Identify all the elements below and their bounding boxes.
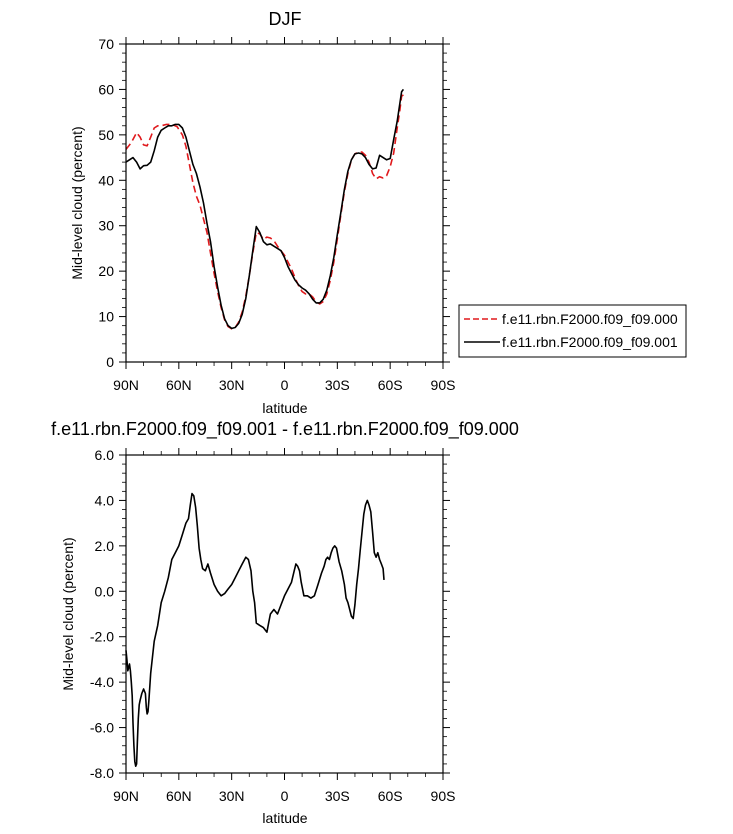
top-x-tick-label: 90N	[113, 377, 139, 393]
legend-box	[458, 304, 687, 358]
legend-label-001: f.e11.rbn.F2000.f09_f09.001	[502, 334, 678, 350]
legend-label-000: f.e11.rbn.F2000.f09_f09.000	[502, 311, 678, 327]
top-y-tick-label: 0	[106, 354, 114, 370]
top-x-axis-label: latitude	[262, 400, 307, 416]
legend: f.e11.rbn.F2000.f09_f09.000 f.e11.rbn.F2…	[458, 304, 687, 358]
top-tick-labels: 0 10 20 30 40 50 60 70 90N 60N 30N 0 30S 60S 90S	[98, 36, 455, 393]
top-x-tick-label: 30S	[325, 377, 350, 393]
bottom-y-tick-label: -8.0	[90, 765, 114, 781]
top-panel: DJF Mid-level cloud (percent) latitude 0…	[69, 9, 455, 416]
bottom-y-tick-label: -4.0	[90, 674, 114, 690]
bottom-plot-frame	[125, 454, 444, 774]
bottom-x-tick-label: 90S	[431, 788, 456, 804]
bottom-x-tick-label: 90N	[113, 788, 139, 804]
top-y-tick-label: 20	[98, 263, 114, 279]
bottom-x-tick-label: 30N	[219, 788, 245, 804]
top-x-tick-label: 90S	[431, 377, 456, 393]
bottom-x-axis-label: latitude	[262, 810, 307, 826]
bottom-y-tick-label: 4.0	[95, 492, 115, 508]
top-x-tick-label: 30N	[219, 377, 245, 393]
bottom-series-lines	[125, 492, 385, 767]
top-plot-frame	[125, 43, 444, 363]
top-y-axis-label: Mid-level cloud (percent)	[69, 126, 85, 279]
bottom-x-tick-label: 60S	[378, 788, 403, 804]
bottom-panel: f.e11.rbn.F2000.f09_f09.001 - f.e11.rbn.…	[51, 419, 519, 826]
top-y-tick-label: 10	[98, 309, 114, 325]
bottom-y-tick-label: -6.0	[90, 720, 114, 736]
bottom-y-tick-label: 0.0	[95, 583, 115, 599]
top-series-line-1	[125, 88, 405, 330]
top-y-tick-label: 30	[98, 218, 114, 234]
bottom-y-axis-label: Mid-level cloud (percent)	[60, 537, 76, 690]
bottom-y-tick-label: -2.0	[90, 629, 114, 645]
top-y-tick-label: 70	[98, 36, 114, 52]
bottom-y-tick-label: 2.0	[95, 538, 115, 554]
top-y-tick-label: 60	[98, 81, 114, 97]
bottom-series-line-0	[125, 492, 385, 767]
bottom-chart-title: f.e11.rbn.F2000.f09_f09.001 - f.e11.rbn.…	[51, 419, 519, 440]
top-y-tick-label: 50	[98, 127, 114, 143]
top-x-tick-label: 60S	[378, 377, 403, 393]
bottom-x-tick-label: 30S	[325, 788, 350, 804]
bottom-tick-labels: 6.0 4.0 2.0 0.0 -2.0 -4.0 -6.0 -8.0 90N 60N 30N 0 30…	[90, 447, 456, 804]
bottom-axis-ticks	[119, 448, 450, 780]
bottom-x-tick-label: 0	[281, 788, 289, 804]
top-x-tick-label: 60N	[166, 377, 192, 393]
top-series-lines	[125, 88, 405, 330]
top-y-tick-label: 40	[98, 172, 114, 188]
top-axis-ticks	[119, 37, 450, 369]
top-chart-title: DJF	[269, 9, 302, 29]
bottom-y-tick-label: 6.0	[95, 447, 115, 463]
top-x-tick-label: 0	[281, 377, 289, 393]
bottom-x-tick-label: 60N	[166, 788, 192, 804]
top-series-line-0	[125, 94, 404, 330]
